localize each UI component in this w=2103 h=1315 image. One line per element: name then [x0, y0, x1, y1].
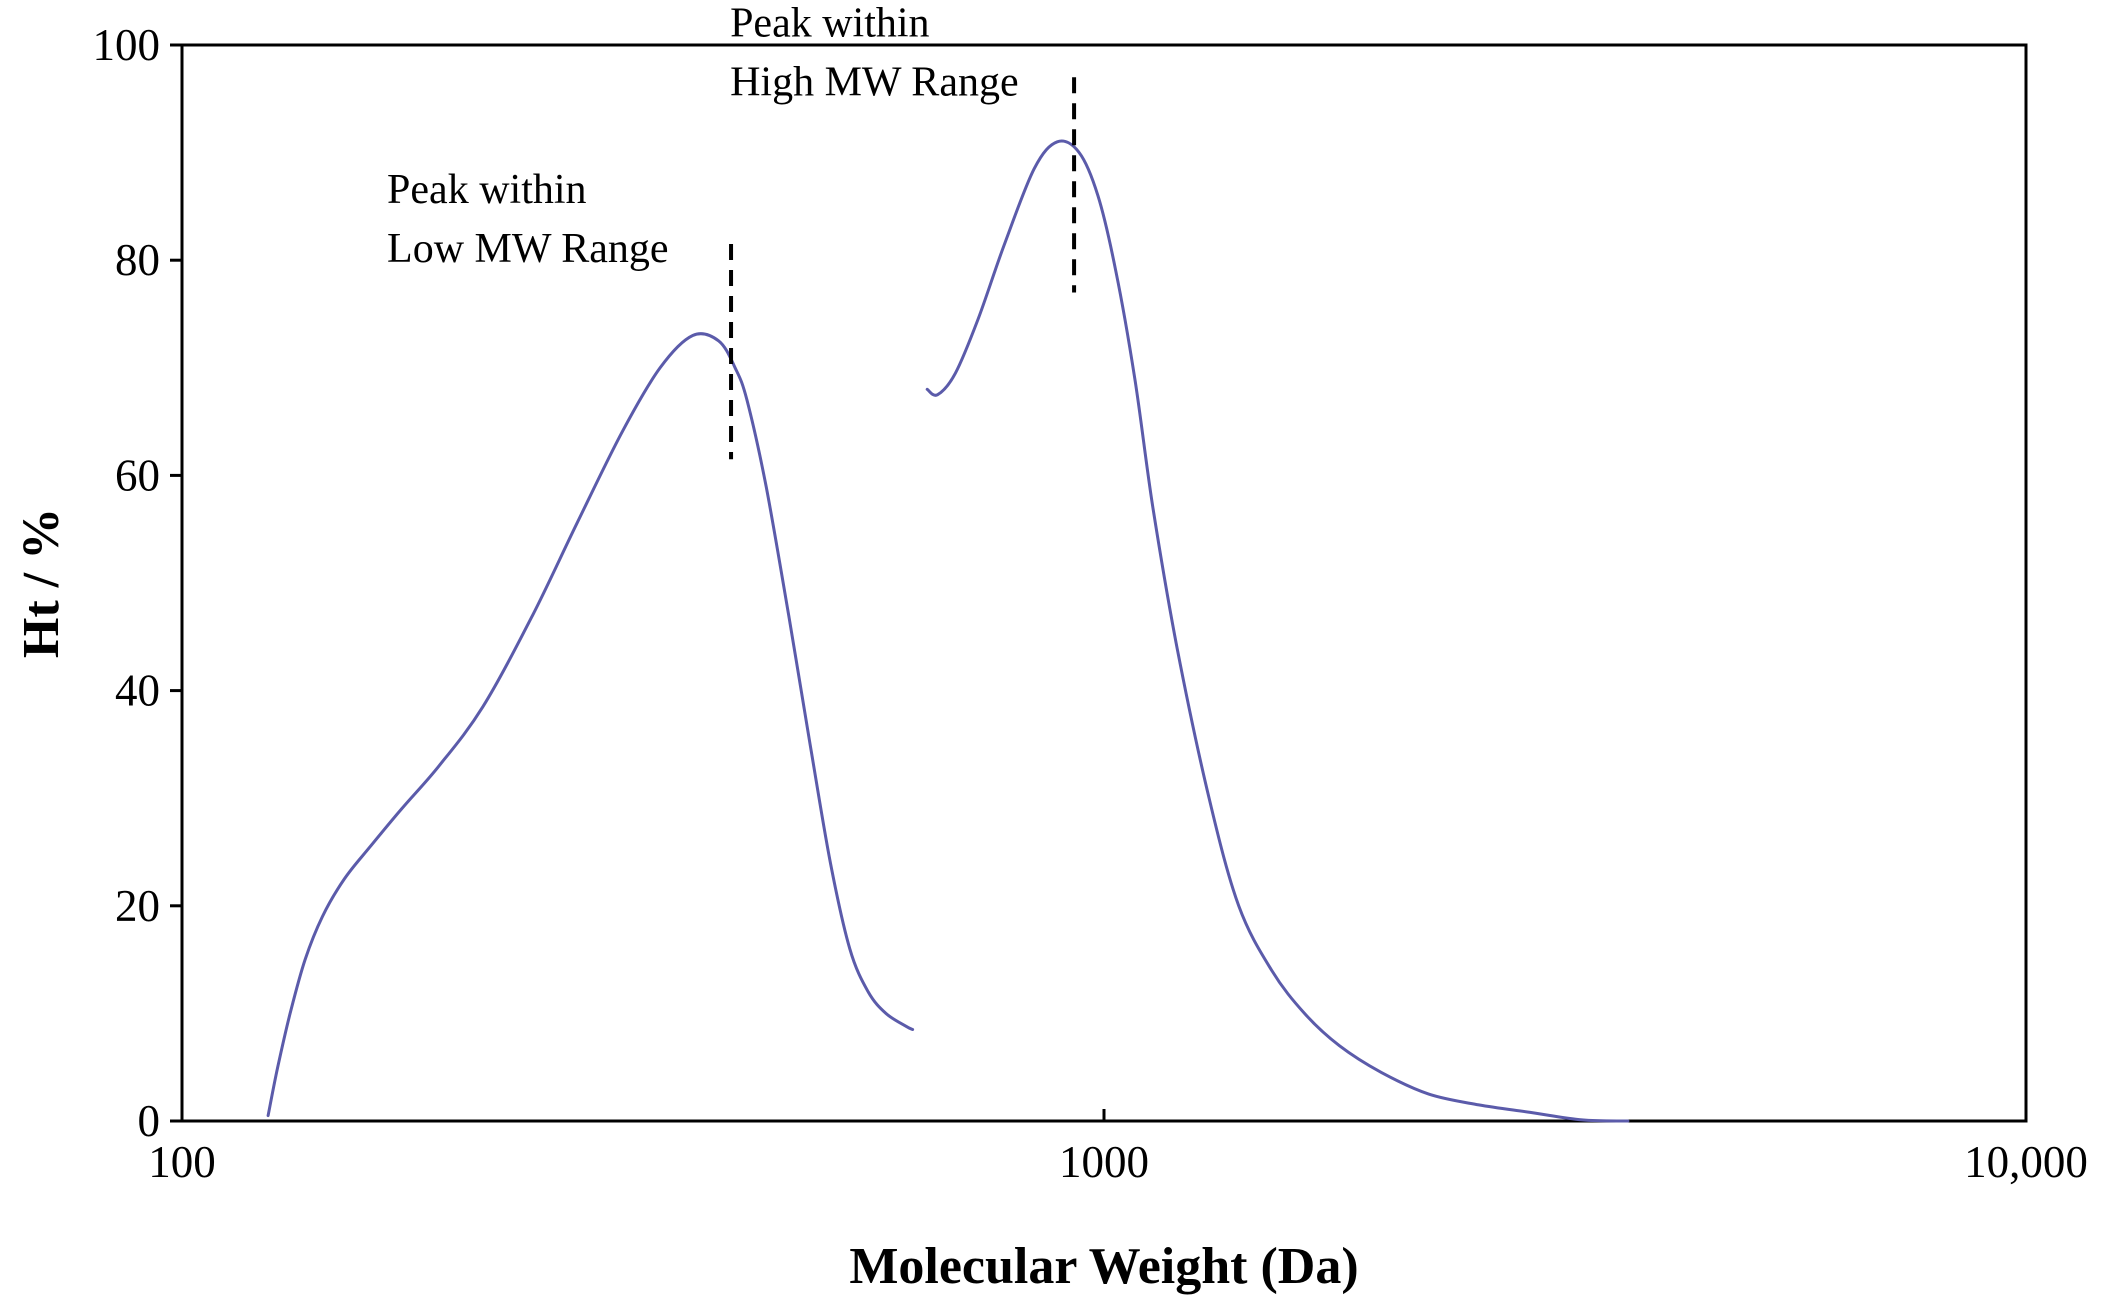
peak-annotation-label: Peak within — [387, 167, 586, 213]
peak-annotation-label: Peak within — [730, 0, 929, 46]
x-tick-label: 100 — [148, 1137, 216, 1187]
series-lines — [266, 139, 1630, 1123]
peak-annotation-label: Low MW Range — [387, 226, 669, 272]
peak-annotation-label: High MW Range — [730, 59, 1019, 105]
x-tick-label: 1000 — [1059, 1137, 1149, 1187]
y-tick-label: 20 — [115, 881, 160, 931]
x-axis-title: Molecular Weight (Da) — [849, 1238, 1358, 1295]
y-tick-label: 100 — [93, 20, 161, 70]
series-line-high-mw — [925, 139, 1630, 1123]
annotations: Peak within Low MW Range Peak within High M… — [387, 0, 1077, 460]
y-tick-label: 80 — [115, 235, 160, 285]
y-tick-label: 40 — [115, 666, 160, 716]
series-line-low-mw — [266, 332, 915, 1118]
x-axis-ticks: 100 1000 10,000 — [148, 1109, 2088, 1187]
y-tick-label: 0 — [138, 1096, 161, 1146]
y-axis-title: Ht / % — [13, 508, 70, 658]
x-tick-label: 10,000 — [1964, 1137, 2088, 1187]
y-tick-label: 60 — [115, 450, 160, 500]
y-axis-ticks: 0 20 40 60 80 100 — [93, 20, 182, 1146]
